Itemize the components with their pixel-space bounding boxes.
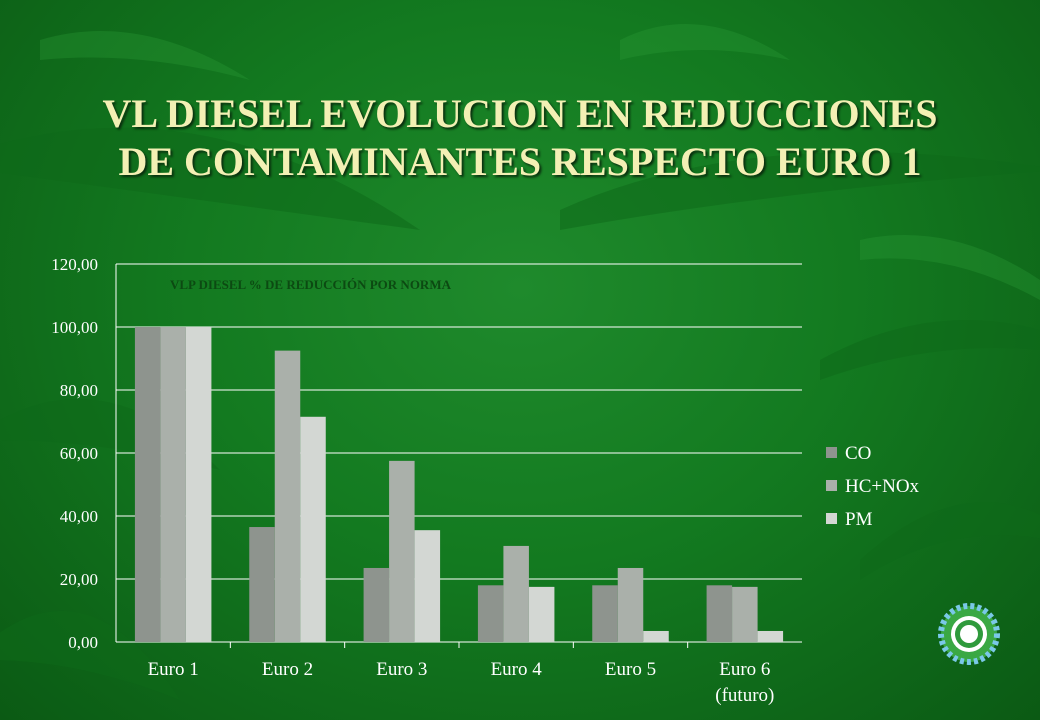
slide-title-line-2: DE CONTAMINANTES RESPECTO EURO 1 [118,139,922,184]
bar-pm-0 [185,327,212,642]
bar-hc-nox-0 [160,327,186,642]
environment-logo [938,603,1000,665]
bar-co-2 [363,567,390,642]
slide-title-line-1: VL DIESEL EVOLUCION EN REDUCCIONES [102,91,938,136]
x-tick-label: Euro 3 [376,659,427,680]
bar-pm-5 [757,630,784,642]
legend-swatch [826,513,837,524]
legend-label: HC+NOx [845,476,920,497]
x-tick-label: Euro 5 [605,659,656,680]
x-tick-label: Euro 6 [719,659,770,680]
bar-hc-nox-4 [617,567,644,642]
bar-co-0 [134,327,161,642]
bar-pm-4 [643,630,669,642]
y-tick-label: 120,00 [51,255,98,274]
bar-pm-3 [528,586,555,642]
bar-hc-nox-1 [274,350,301,642]
y-tick-label: 60,00 [60,444,98,463]
x-tick-label: (futuro) [715,685,774,706]
bar-hc-nox-3 [503,545,529,642]
bar-hc-nox-5 [732,586,758,642]
y-tick-label: 40,00 [60,507,98,526]
bar-pm-1 [300,416,326,642]
legend-label: CO [845,443,871,464]
x-tick-label: Euro 4 [491,659,543,680]
bar-co-5 [706,585,733,642]
bar-hc-nox-2 [389,460,415,642]
legend-label: PM [845,509,873,530]
legend-swatch [826,480,837,491]
y-tick-label: 0,00 [68,633,98,652]
bar-pm-2 [414,530,441,642]
bar-co-4 [592,585,618,642]
slide-title: VL DIESEL EVOLUCION EN REDUCCIONES DE CO… [40,90,1000,186]
chart-title: VLP DIESEL % DE REDUCCIÓN POR NORMA [170,277,452,292]
legend-swatch [826,447,837,458]
y-tick-label: 80,00 [60,381,98,400]
x-tick-label: Euro 1 [148,659,199,680]
bar-co-3 [477,585,504,642]
bar-co-1 [249,527,275,642]
y-tick-label: 100,00 [51,318,98,337]
y-tick-label: 20,00 [60,570,98,589]
x-tick-label: Euro 2 [262,659,313,680]
